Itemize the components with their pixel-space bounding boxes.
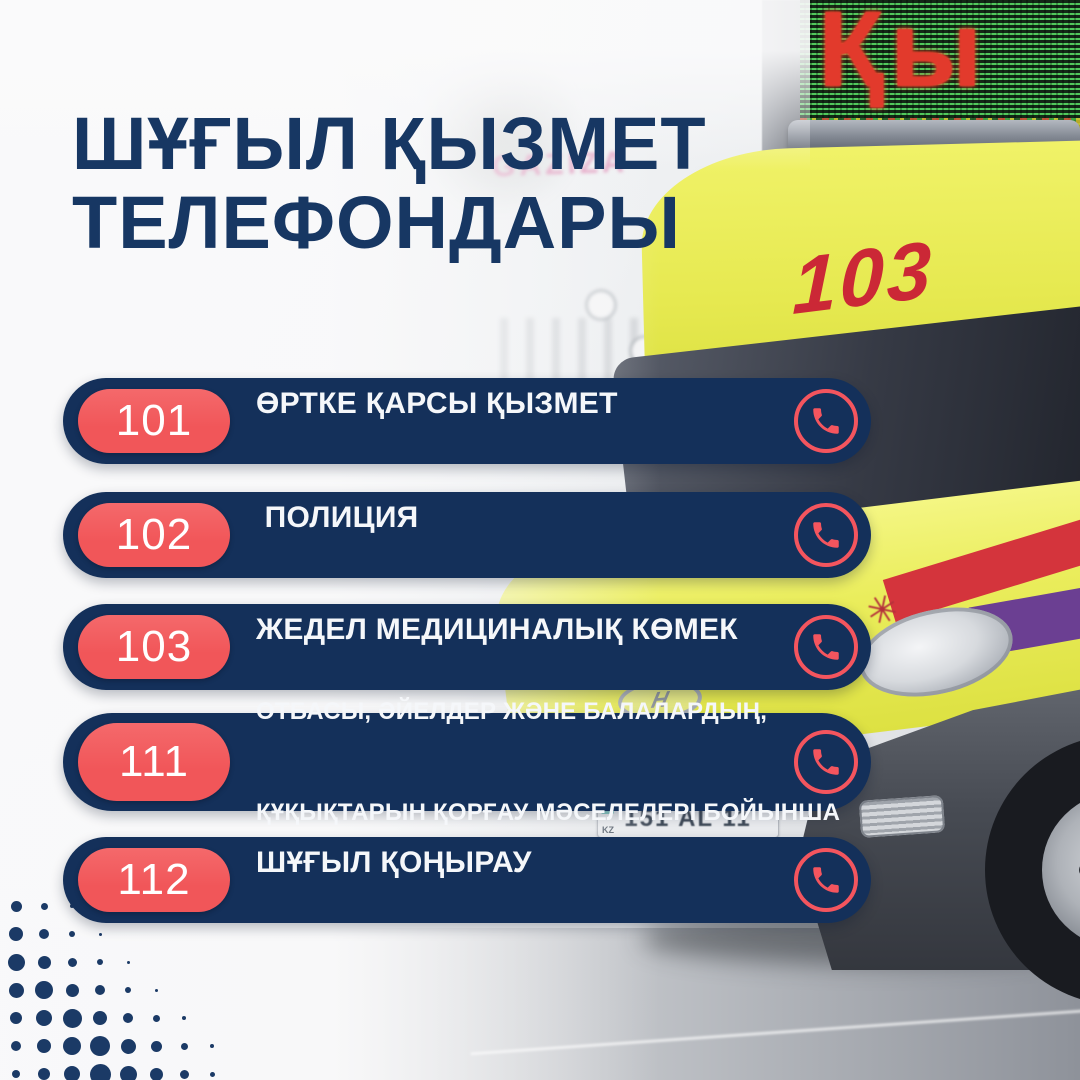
phone-number: 102 <box>115 510 193 559</box>
number-pill: 102 <box>78 503 230 567</box>
phone-call-button[interactable] <box>794 730 858 794</box>
emergency-row-112: 112 ШҰҒЫЛ ҚОҢЫРАУ <box>63 837 871 923</box>
service-label: ОТБАСЫ, ӘЙЕЛДЕР ЖӘНЕ БАЛАЛАРДЫҢ, ҚҰҚЫҚТА… <box>256 697 841 826</box>
emergency-row-102: 102 ПОЛИЦИЯ <box>63 492 871 578</box>
page-title: ШҰҒЫЛ ҚЫЗМЕТ ТЕЛЕФОНДАРЫ <box>72 102 707 265</box>
white-fade-overlay-top <box>0 0 810 170</box>
phone-icon <box>813 408 839 434</box>
emergency-row-101: 101 ӨРТКЕ ҚАРСЫ ҚЫЗМЕТ <box>63 378 871 464</box>
number-pill: 112 <box>78 848 230 912</box>
led-sign-text: Қы <box>818 0 989 109</box>
service-label: ПОЛИЦИЯ <box>256 500 419 534</box>
phone-icon <box>813 867 839 893</box>
service-label: ЖЕДЕЛ МЕДИЦИНАЛЫҚ КӨМЕК <box>256 612 738 646</box>
ambulance-number-103: 103 <box>791 223 935 332</box>
number-pill: 111 <box>78 723 230 801</box>
fog-light <box>858 795 946 838</box>
emergency-row-111: 111 ОТБАСЫ, ӘЙЕЛДЕР ЖӘНЕ БАЛАЛАРДЫҢ, ҚҰҚ… <box>63 698 871 826</box>
number-pill: 101 <box>78 389 230 453</box>
title-line-1: ШҰҒЫЛ ҚЫЗМЕТ <box>72 102 707 185</box>
phone-call-button[interactable] <box>794 389 858 453</box>
phone-number: 111 <box>119 737 189 786</box>
phone-call-button[interactable] <box>794 503 858 567</box>
phone-number: 103 <box>115 622 193 671</box>
phone-call-button[interactable] <box>794 615 858 679</box>
title-line-2: ТЕЛЕФОНДАРЫ <box>72 181 681 265</box>
phone-call-button[interactable] <box>794 848 858 912</box>
service-label: ӨРТКЕ ҚАРСЫ ҚЫЗМЕТ <box>256 386 618 420</box>
emergency-row-103: 103 ЖЕДЕЛ МЕДИЦИНАЛЫҚ КӨМЕК <box>63 604 871 690</box>
phone-icon <box>813 522 839 548</box>
number-pill: 103 <box>78 615 230 679</box>
phone-number: 112 <box>117 855 191 904</box>
service-label: ШҰҒЫЛ ҚОҢЫРАУ <box>256 845 532 879</box>
phone-number: 101 <box>115 396 193 445</box>
phone-icon <box>813 634 839 660</box>
phone-icon <box>813 749 839 775</box>
